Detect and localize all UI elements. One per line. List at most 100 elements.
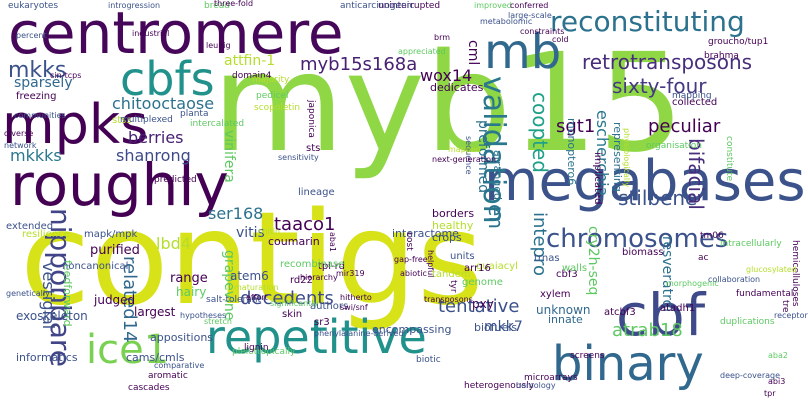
cloud-word: healthy (432, 219, 474, 232)
cloud-word: chitooctaose (112, 94, 215, 113)
cloud-word: mkks (8, 58, 67, 83)
cloud-word: constraints (520, 27, 565, 36)
cloud-word: largest (134, 305, 176, 319)
cloud-word: pleiotropically (232, 347, 296, 357)
cloud-word: megabases (484, 149, 806, 214)
cloud-word: improved (474, 1, 512, 10)
cloud-word: hypotheses (180, 311, 227, 320)
cloud-word: cold (552, 35, 569, 44)
cloud-word: crops (432, 231, 462, 244)
cloud-word: constitute (724, 136, 734, 182)
cloud-word: tentative (438, 296, 520, 317)
cloud-word: stretch (204, 317, 232, 326)
cloud-word: genetically (6, 289, 50, 298)
cloud-word: salt-tolerant (206, 295, 262, 305)
cloud-word: ice1 (86, 327, 170, 373)
cloud-word: peculiar (648, 116, 721, 137)
cloud-word: conferred (510, 1, 549, 10)
cloud-word: atrab18 (612, 320, 683, 341)
cloud-word: microarrays (524, 373, 578, 383)
cloud-word: organisation (646, 141, 702, 151)
cloud-word: introgression (108, 1, 161, 10)
cloud-word: reconstituting (550, 5, 745, 38)
cloud-word: receptor (774, 311, 808, 320)
cloud-word: trnas (534, 253, 560, 264)
cloud-word: intracellularly (720, 239, 782, 249)
cloud-word: metabolomic (480, 17, 533, 26)
cloud-word: encompassing (372, 323, 452, 336)
cloud-word: abiotic (400, 269, 427, 278)
cloud-word: mb (484, 24, 562, 80)
cloud-word: lineage (298, 187, 335, 198)
cloud-word: en (484, 204, 508, 229)
cloud-word: three-fold (214, 0, 254, 8)
cloud-word: scopoletin (254, 103, 301, 113)
cloud-word: majority (252, 75, 290, 85)
cloud-word: purified (90, 243, 140, 258)
cloud-word: authors (310, 301, 349, 312)
cloud-word: pxy (472, 297, 494, 311)
cloud-word: informatics (16, 351, 78, 364)
cloud-word: large-scale (508, 11, 552, 20)
cloud-word: appositions (150, 331, 214, 344)
cloud-word: stilbene (618, 186, 698, 210)
cloud-word: glucosylated (746, 265, 797, 274)
cloud-word: freezing (16, 91, 57, 102)
cloud-word: noncanonical (62, 261, 129, 272)
cloud-word: cams/cmls (126, 351, 185, 364)
cloud-word: extended (6, 221, 54, 232)
cloud-word: arr16 (464, 263, 491, 274)
cloud-word: coopted (528, 92, 552, 174)
cloud-word: industrial (132, 29, 170, 38)
cloud-word: anticarcinogenic (340, 1, 415, 11)
cloud-word: screens (570, 351, 605, 361)
cloud-word: recombinase (280, 259, 345, 270)
cloud-word: tpl-rd (318, 261, 345, 272)
cloud-word: cascades (128, 383, 170, 393)
cloud-word: brahma (704, 51, 739, 61)
cloud-word: wox14 (420, 66, 473, 85)
cloud-word: units (450, 251, 475, 262)
cloud-word: cry2h-seq (585, 226, 601, 296)
cloud-word: brm (434, 33, 451, 42)
cloud-word: ac (698, 253, 709, 263)
cloud-word: communities (14, 111, 66, 120)
cloud-word: tpr (764, 389, 776, 398)
cloud-word: physiologically (622, 128, 631, 188)
cloud-word: gap-free (394, 255, 428, 264)
cloud-word: repetitive (206, 310, 427, 364)
cloud-word: aba1 (328, 232, 337, 252)
cloud-word: percent (16, 31, 47, 40)
cloud-word: sensitivity (278, 153, 319, 162)
cloud-word: atcbf3 (604, 307, 636, 318)
cloud-word: myb15 (212, 25, 685, 183)
cloud-word: fundamental (736, 289, 794, 299)
cloud-word: collaboration (708, 275, 761, 284)
cloud-word: xylem (540, 289, 571, 300)
cloud-word: roughly (10, 151, 229, 219)
cloud-word: japonica (306, 100, 316, 138)
cloud-word: guaiacyl (476, 261, 518, 272)
cloud-word: planta (180, 109, 209, 119)
cloud-word: implicated (592, 152, 603, 205)
cloud-word: aba2 (768, 351, 788, 360)
cloud-word: phenylalanine-derived (314, 329, 404, 338)
cloud-word: intepro (529, 212, 550, 276)
cloud-word: tandem (432, 269, 471, 280)
cloud-word: ser168 (208, 204, 264, 223)
cloud-word: mapped (448, 145, 481, 154)
cloud-word: sparsely (14, 75, 73, 91)
cloud-word: chromosomes (546, 224, 729, 254)
cloud-word: heterogenously (464, 381, 534, 391)
cloud-word: swi/snf (340, 303, 368, 312)
cloud-word: pedicel (256, 91, 289, 101)
cloud-word: skin (282, 309, 303, 320)
cloud-word: sr3 (314, 317, 330, 328)
cloud-word: comparative (154, 361, 205, 370)
cloud-word: biomass (622, 247, 664, 258)
cloud-word: homology (516, 381, 556, 390)
cloud-word: resilience (22, 229, 70, 240)
cloud-word: taaco1 (274, 214, 336, 235)
cloud-word: dedicates (430, 81, 484, 94)
cloud-word: shanrong (116, 146, 191, 165)
